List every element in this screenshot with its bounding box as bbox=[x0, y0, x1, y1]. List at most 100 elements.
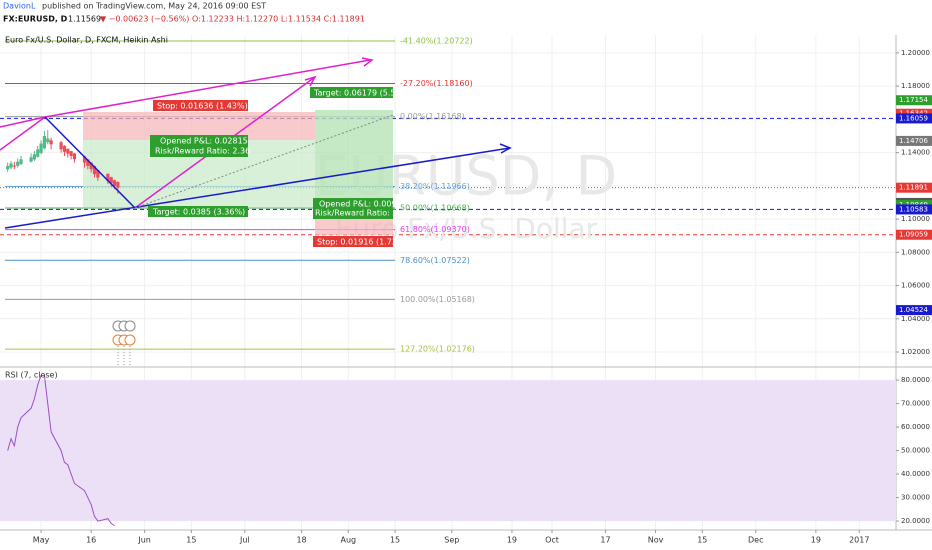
label-bg bbox=[313, 198, 393, 219]
candle-body bbox=[96, 170, 100, 178]
y-tick-label: 1.06000 bbox=[901, 282, 930, 290]
ticker: FX:EURUSD, D bbox=[3, 15, 68, 24]
y-tick-label: 60.0000 bbox=[901, 423, 930, 431]
candle-body bbox=[82, 156, 87, 163]
fib-label: 0.00%(1.16168) bbox=[400, 112, 465, 121]
price-tag-label: 1.11891 bbox=[899, 184, 928, 192]
candle-body bbox=[46, 138, 50, 143]
x-tick-label: Jun bbox=[137, 536, 151, 545]
ohlc: O:1.12233 H:1.12270 L:1.11534 C:1.11891 bbox=[192, 15, 365, 24]
price-tag bbox=[896, 182, 932, 193]
author[interactable]: DavionL bbox=[3, 2, 36, 11]
x-tick-label: 15 bbox=[697, 536, 707, 545]
candle-body bbox=[106, 173, 110, 181]
y-tick-label: 70.0000 bbox=[901, 400, 930, 408]
fib-label: 61.80%(1.09370) bbox=[400, 225, 470, 234]
header-bg bbox=[0, 0, 932, 34]
y-tick-label: 30.0000 bbox=[901, 494, 930, 502]
y-tick-label: 1.20000 bbox=[901, 49, 930, 57]
x-tick-label: May bbox=[33, 536, 50, 545]
candle-body bbox=[69, 151, 73, 156]
fib-label: 127.20%(1.02176) bbox=[400, 345, 475, 354]
price-tag-label: 1.10583 bbox=[899, 205, 928, 213]
fib-levels: -41.40%(1.20722) -27.20%(1.18160) 0.00%(1.… bbox=[5, 36, 475, 354]
candle-body bbox=[42, 136, 47, 149]
candle-body bbox=[92, 165, 97, 175]
y-tick-label: 1.10000 bbox=[901, 215, 930, 223]
fib-label: 50.00%(1.10668) bbox=[400, 204, 470, 213]
long-stop: Stop: 0.01916 (1.73%) bbox=[317, 238, 408, 247]
x-tick-label: Aug bbox=[341, 536, 357, 545]
candle-body bbox=[116, 182, 120, 188]
y-tick-label: 1.02000 bbox=[901, 348, 930, 356]
label-bg bbox=[150, 135, 248, 157]
short-rr: Risk/Reward Ratio: 2.36 bbox=[155, 147, 250, 156]
fib-label: -27.20%(1.18160) bbox=[400, 79, 473, 88]
x-tick-label: 19 bbox=[811, 536, 821, 545]
price-tag-label: 1.14706 bbox=[899, 137, 928, 145]
trend-line bbox=[44, 116, 136, 209]
candle-body bbox=[66, 148, 70, 154]
price-change: ▼ −0.00623 (−0.56%) bbox=[100, 15, 189, 24]
trend-line bbox=[4, 147, 511, 229]
candle-body bbox=[72, 153, 77, 160]
candle-body bbox=[6, 165, 10, 170]
event-icons bbox=[112, 320, 136, 365]
short-stop: Stop: 0.01636 (1.43%) bbox=[157, 102, 248, 111]
x-tick-label: 16 bbox=[86, 536, 96, 545]
candle-body bbox=[16, 161, 20, 166]
label-bg bbox=[153, 100, 248, 111]
x-tick-label: Dec bbox=[748, 536, 763, 545]
x-tick-label: Oct bbox=[545, 536, 559, 545]
candle-body bbox=[89, 162, 93, 170]
price-tag-label: 1.09059 bbox=[899, 231, 928, 239]
x-tick-label: Jul bbox=[239, 536, 250, 545]
price-tag-label: 1.17154 bbox=[899, 96, 928, 104]
fib-label: 78.60%(1.07522) bbox=[400, 256, 470, 265]
candle-body bbox=[86, 159, 90, 166]
candle-body bbox=[32, 154, 36, 160]
x-tick-label: 17 bbox=[600, 536, 610, 545]
label-bg bbox=[313, 236, 393, 247]
short-target: Target: 0.0385 (3.36%) bbox=[152, 208, 245, 217]
price-tag bbox=[896, 229, 932, 240]
rsi-band bbox=[0, 380, 896, 522]
trend-line bbox=[0, 116, 46, 151]
label-bg bbox=[310, 87, 393, 98]
arrow-head bbox=[361, 57, 374, 67]
y-tick-label: 80.0000 bbox=[901, 376, 930, 384]
long-pnl: Opened P&L: 0.00917 bbox=[319, 200, 407, 209]
y-tick-label: 50.0000 bbox=[901, 447, 930, 455]
candle-body bbox=[112, 180, 117, 186]
fib-label: -41.40%(1.20722) bbox=[400, 36, 473, 45]
y-tick-label: 40.0000 bbox=[901, 470, 930, 478]
candle-body bbox=[109, 177, 113, 184]
instrument: Euro Fx/U.S. Dollar, D, FXCM, Heikin Ash… bbox=[5, 36, 168, 45]
arrow-head bbox=[304, 75, 317, 87]
x-tick-label: Sep bbox=[444, 536, 459, 545]
short-pnl: Opened P&L: 0.02815 bbox=[160, 137, 248, 146]
y-tick-label: 1.08000 bbox=[901, 248, 930, 256]
price-tag bbox=[896, 135, 932, 146]
long-target: Target: 0.06179 (5.57%) bbox=[313, 89, 411, 98]
price-tag-label: 1.04524 bbox=[899, 306, 928, 314]
fib-label: 38.20%(1.11966) bbox=[400, 182, 470, 191]
x-tick-label: 2017 bbox=[849, 536, 869, 545]
x-tick-label: 18 bbox=[296, 536, 306, 545]
price-tag bbox=[896, 204, 932, 215]
y-tick-label: 20.0000 bbox=[901, 517, 930, 525]
trend-line bbox=[134, 114, 394, 209]
y-tick-label: 1.14000 bbox=[901, 149, 930, 157]
x-tick-label: 15 bbox=[390, 536, 400, 545]
candle-body bbox=[19, 159, 23, 164]
x-tick-label: Nov bbox=[648, 536, 664, 545]
candle-body bbox=[62, 145, 67, 152]
x-tick-label: 15 bbox=[186, 536, 196, 545]
candle-body bbox=[9, 163, 13, 168]
price-tags: 1.171541.163421.160591.147061.118911.109… bbox=[896, 95, 932, 316]
fib-label: 100.00%(1.05168) bbox=[400, 295, 475, 304]
x-tick-label: 19 bbox=[507, 536, 517, 545]
candle-body bbox=[49, 140, 53, 145]
published: published on TradingView.com, May 24, 20… bbox=[42, 2, 266, 11]
